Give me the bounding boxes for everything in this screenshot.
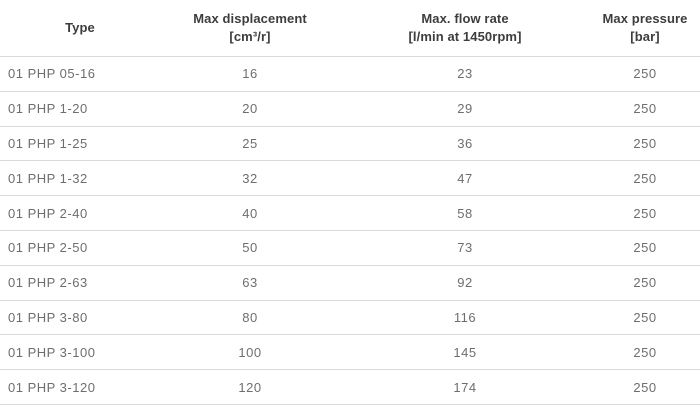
column-header-type: Type <box>0 0 160 57</box>
cell-pressure: 250 <box>590 369 700 405</box>
column-label: Max. flow rate <box>421 11 509 27</box>
cell-displacement: 16 <box>160 56 340 92</box>
table-row: 01 PHP 3-120 120 174 250 <box>0 369 700 405</box>
cell-displacement: 100 <box>160 334 340 371</box>
cell-displacement: 50 <box>160 230 340 266</box>
cell-flow-rate: 73 <box>340 230 590 266</box>
cell-displacement: 63 <box>160 265 340 301</box>
cell-pressure: 250 <box>590 195 700 231</box>
column-label: Max pressure <box>602 11 688 27</box>
cell-type: 01 PHP 3-100 <box>0 334 160 371</box>
cell-displacement: 120 <box>160 369 340 405</box>
cell-flow-rate: 36 <box>340 126 590 162</box>
cell-flow-rate: 58 <box>340 195 590 231</box>
cell-type: 01 PHP 2-40 <box>0 195 160 231</box>
cell-flow-rate: 29 <box>340 91 590 127</box>
column-label: Max displacement <box>193 11 307 27</box>
table-header-row: Type Max displacement [cm³/r] Max. flow … <box>0 0 700 57</box>
cell-type: 01 PHP 1-25 <box>0 126 160 162</box>
cell-type: 01 PHP 2-50 <box>0 230 160 266</box>
cell-pressure: 250 <box>590 56 700 92</box>
cell-flow-rate: 145 <box>340 334 590 371</box>
table-row: 01 PHP 2-40 40 58 250 <box>0 195 700 231</box>
table-row: 01 PHP 2-63 63 92 250 <box>0 265 700 301</box>
column-header-displacement: Max displacement [cm³/r] <box>160 0 340 57</box>
column-unit: [l/min at 1450rpm] <box>408 29 522 44</box>
column-unit: [bar] <box>630 29 660 44</box>
table-row: 01 PHP 1-20 20 29 250 <box>0 91 700 127</box>
cell-flow-rate: 23 <box>340 56 590 92</box>
table-row: 01 PHP 05-16 16 23 250 <box>0 56 700 92</box>
cell-pressure: 250 <box>590 91 700 127</box>
cell-flow-rate: 174 <box>340 369 590 405</box>
column-label: Type <box>65 20 95 36</box>
cell-displacement: 40 <box>160 195 340 231</box>
cell-displacement: 32 <box>160 160 340 197</box>
cell-pressure: 250 <box>590 230 700 266</box>
cell-flow-rate: 47 <box>340 160 590 197</box>
cell-flow-rate: 92 <box>340 265 590 301</box>
cell-pressure: 250 <box>590 126 700 162</box>
cell-pressure: 250 <box>590 265 700 301</box>
cell-type: 01 PHP 3-80 <box>0 300 160 336</box>
table-row: 01 PHP 1-25 25 36 250 <box>0 126 700 162</box>
cell-pressure: 250 <box>590 334 700 371</box>
cell-type: 01 PHP 1-32 <box>0 160 160 197</box>
cell-type: 01 PHP 05-16 <box>0 56 160 92</box>
table-row: 01 PHP 3-80 80 116 250 <box>0 300 700 336</box>
cell-pressure: 250 <box>590 160 700 197</box>
column-header-flow-rate: Max. flow rate [l/min at 1450rpm] <box>340 0 590 57</box>
table-row: 01 PHP 2-50 50 73 250 <box>0 230 700 266</box>
cell-displacement: 80 <box>160 300 340 336</box>
table-row: 01 PHP 3-100 100 145 250 <box>0 334 700 371</box>
cell-displacement: 25 <box>160 126 340 162</box>
cell-flow-rate: 116 <box>340 300 590 336</box>
cell-displacement: 20 <box>160 91 340 127</box>
column-header-pressure: Max pressure [bar] <box>590 0 700 57</box>
cell-type: 01 PHP 3-120 <box>0 369 160 405</box>
cell-type: 01 PHP 2-63 <box>0 265 160 301</box>
column-unit: [cm³/r] <box>229 29 271 44</box>
cell-type: 01 PHP 1-20 <box>0 91 160 127</box>
cell-pressure: 250 <box>590 300 700 336</box>
table-row: 01 PHP 1-32 32 47 250 <box>0 160 700 197</box>
